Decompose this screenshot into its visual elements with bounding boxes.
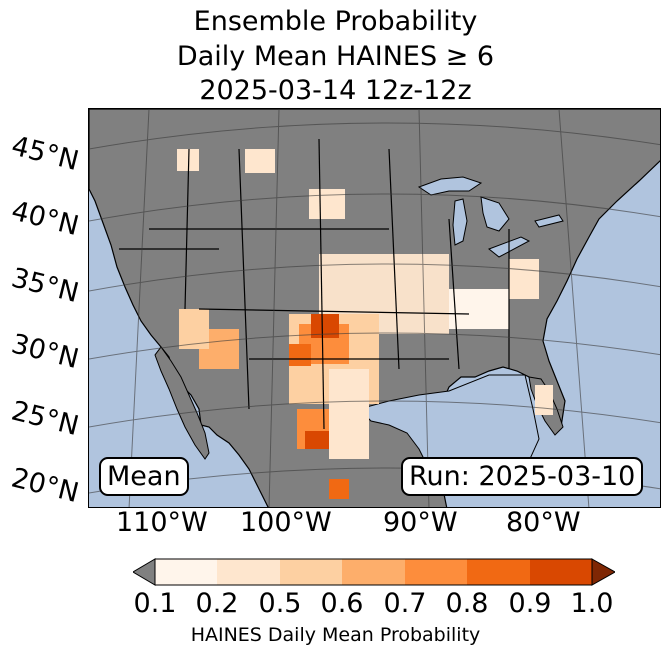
run-label: Run: 2025-03-10	[401, 457, 644, 496]
lat-label-45: 45°N	[8, 130, 82, 178]
title-line-3: 2025-03-14 12z-12z	[199, 75, 472, 106]
prob-cell	[177, 149, 199, 171]
stat-label: Mean	[99, 457, 189, 496]
colorbar-bin	[405, 559, 467, 585]
map-canvas	[89, 109, 660, 507]
prob-cell	[245, 149, 275, 173]
map-panel: Mean Run: 2025-03-10	[88, 108, 661, 508]
prob-cell	[309, 189, 345, 219]
baja-california	[154, 346, 210, 460]
colorbar-bin	[217, 559, 280, 585]
colorbar-bin	[155, 559, 217, 585]
lat-label-35: 35°N	[8, 262, 82, 310]
colorbar-label: HAINES Daily Mean Probability	[190, 624, 481, 646]
lat-label-25: 25°N	[8, 395, 82, 443]
prob-cell	[509, 259, 539, 299]
lon-label-90: 90°W	[383, 507, 458, 538]
colorbar-tick: 1.0	[570, 588, 614, 619]
title-line-1: Ensemble Probability	[193, 6, 478, 37]
lat-label-40: 40°N	[8, 195, 82, 243]
colorbar-over-arrow	[591, 558, 615, 586]
title-line-2: Daily Mean HAINES ≥ 6	[176, 41, 495, 72]
lake-ontario	[534, 214, 564, 228]
prob-cell	[329, 369, 369, 459]
colorbar-tick: 0.2	[195, 588, 239, 619]
lon-label-80: 80°W	[506, 507, 581, 538]
lon-label-110: 110°W	[116, 507, 208, 538]
colorbar-tick: 0.1	[133, 588, 177, 619]
colorbar	[133, 558, 615, 586]
colorbar-under-arrow	[133, 558, 156, 586]
colorbar-frame	[154, 558, 593, 586]
lake-michigan	[452, 198, 468, 246]
colorbar-bin	[280, 559, 342, 585]
colorbar-tick: 0.7	[383, 588, 427, 619]
colorbar-bin	[342, 559, 405, 585]
colorbar-tick: 0.5	[258, 588, 302, 619]
colorbar-bin	[467, 559, 530, 585]
prob-cell	[289, 344, 311, 366]
colorbar-bin	[530, 559, 592, 585]
lat-label-30: 30°N	[8, 328, 82, 376]
colorbar-tick: 0.9	[508, 588, 552, 619]
lake-huron	[480, 196, 510, 232]
prob-cell	[535, 385, 553, 415]
prob-cell	[449, 289, 509, 329]
colorbar-tick: 0.6	[320, 588, 364, 619]
lat-label-20: 20°N	[8, 462, 82, 510]
colorbar-tick: 0.8	[445, 588, 489, 619]
prob-cell	[329, 479, 349, 499]
lon-label-100: 100°W	[240, 507, 332, 538]
state-borders	[119, 138, 510, 430]
prob-cell	[305, 431, 333, 449]
